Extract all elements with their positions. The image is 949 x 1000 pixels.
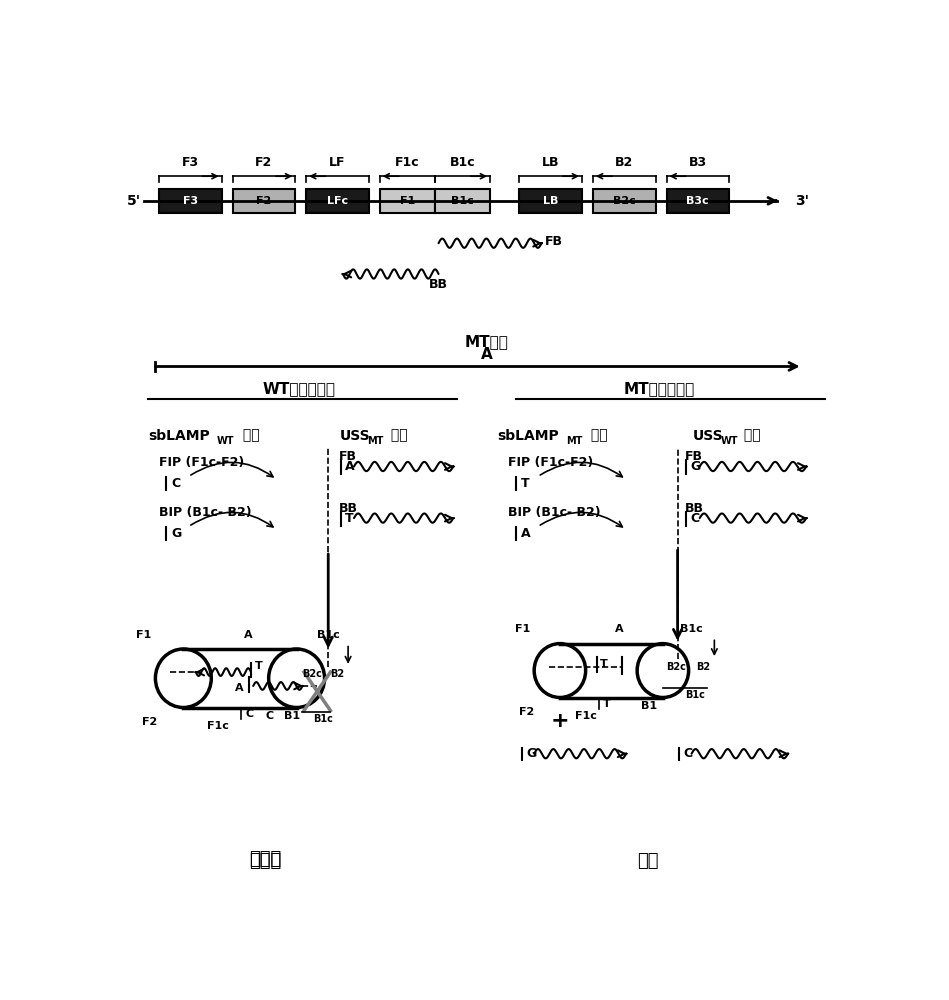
FancyBboxPatch shape — [159, 189, 221, 213]
Text: G: G — [526, 747, 536, 760]
FancyBboxPatch shape — [593, 189, 656, 213]
Text: FB: FB — [340, 450, 357, 463]
Text: 引物: 引物 — [386, 429, 408, 443]
Text: FIP (F1c-F2): FIP (F1c-F2) — [509, 456, 594, 469]
Text: G: G — [691, 460, 701, 473]
Text: A: A — [480, 347, 493, 362]
Text: WT: WT — [720, 436, 737, 446]
Text: 3': 3' — [795, 194, 809, 208]
Text: A: A — [345, 460, 355, 473]
Text: G: G — [172, 527, 182, 540]
Text: T: T — [603, 699, 610, 709]
Text: C: C — [691, 512, 700, 525]
Text: FIP (F1c-F2): FIP (F1c-F2) — [159, 456, 244, 469]
Text: BB: BB — [429, 278, 448, 291]
Text: C: C — [266, 711, 274, 721]
Text: 无扩增: 无扩增 — [250, 850, 282, 868]
Text: sbLAMP: sbLAMP — [148, 429, 210, 443]
Text: A: A — [615, 624, 623, 634]
Text: F1c: F1c — [207, 721, 229, 731]
Text: F2: F2 — [255, 156, 272, 169]
Text: MT: MT — [367, 436, 383, 446]
Text: F3: F3 — [183, 196, 198, 206]
Text: T: T — [600, 659, 607, 669]
Text: T: T — [254, 661, 263, 671]
Text: FB: FB — [685, 450, 703, 463]
Text: MT: MT — [566, 436, 582, 446]
Text: F3: F3 — [182, 156, 199, 169]
Text: B2c: B2c — [666, 662, 686, 672]
Text: B2c: B2c — [303, 669, 323, 679]
Text: B2: B2 — [696, 662, 710, 672]
FancyBboxPatch shape — [233, 189, 295, 213]
Text: 扩增: 扩增 — [638, 852, 659, 870]
Text: C: C — [172, 477, 180, 490]
Text: F1: F1 — [515, 624, 530, 634]
Text: B3c: B3c — [686, 196, 709, 206]
Text: C: C — [683, 747, 693, 760]
Text: FB: FB — [545, 235, 563, 248]
Text: 引物: 引物 — [739, 429, 761, 443]
Text: B1: B1 — [284, 711, 300, 721]
Text: F1c: F1c — [395, 156, 419, 169]
Text: 引物: 引物 — [586, 429, 608, 443]
Text: B1: B1 — [641, 701, 657, 711]
Text: MT特异性反应: MT特异性反应 — [623, 381, 695, 396]
Text: F2: F2 — [519, 707, 534, 717]
Text: B1c: B1c — [679, 624, 702, 634]
Text: A: A — [235, 683, 244, 693]
Text: B1c: B1c — [685, 690, 705, 700]
Text: F2: F2 — [256, 196, 271, 206]
Text: B2c: B2c — [613, 196, 636, 206]
Text: MT模板: MT模板 — [464, 334, 509, 349]
Text: F1: F1 — [137, 630, 152, 640]
Text: LB: LB — [543, 196, 558, 206]
Text: 5': 5' — [126, 194, 140, 208]
Text: LB: LB — [542, 156, 560, 169]
Text: T: T — [521, 477, 530, 490]
Text: A: A — [521, 527, 530, 540]
Text: F1c: F1c — [574, 711, 597, 721]
Text: +: + — [550, 711, 569, 731]
Text: LF: LF — [329, 156, 345, 169]
Text: USS: USS — [693, 429, 723, 443]
Text: 无扩增: 无扩增 — [250, 852, 282, 870]
Text: sbLAMP: sbLAMP — [497, 429, 559, 443]
Text: B2: B2 — [615, 156, 633, 169]
Text: A: A — [244, 630, 252, 640]
Text: C: C — [245, 709, 253, 719]
Text: B3: B3 — [689, 156, 707, 169]
Text: B1c: B1c — [317, 630, 340, 640]
Text: 引物: 引物 — [238, 429, 259, 443]
FancyBboxPatch shape — [307, 189, 368, 213]
Text: BB: BB — [340, 502, 359, 515]
Text: B1c: B1c — [451, 196, 474, 206]
FancyBboxPatch shape — [380, 189, 435, 213]
Text: LFc: LFc — [326, 196, 348, 206]
Text: F2: F2 — [142, 717, 158, 727]
FancyBboxPatch shape — [666, 189, 729, 213]
Text: B2: B2 — [329, 669, 344, 679]
Text: T: T — [345, 512, 354, 525]
Text: WT特异性反应: WT特异性反应 — [262, 381, 335, 396]
FancyBboxPatch shape — [435, 189, 490, 213]
Text: F1: F1 — [400, 196, 415, 206]
Text: B1c: B1c — [450, 156, 475, 169]
Text: BIP (B1c- B2): BIP (B1c- B2) — [509, 506, 601, 519]
Text: WT: WT — [216, 436, 234, 446]
Text: B1c: B1c — [313, 714, 333, 724]
Text: BB: BB — [685, 502, 704, 515]
Text: USS: USS — [340, 429, 370, 443]
FancyBboxPatch shape — [519, 189, 582, 213]
Text: BIP (B1c- B2): BIP (B1c- B2) — [159, 506, 251, 519]
